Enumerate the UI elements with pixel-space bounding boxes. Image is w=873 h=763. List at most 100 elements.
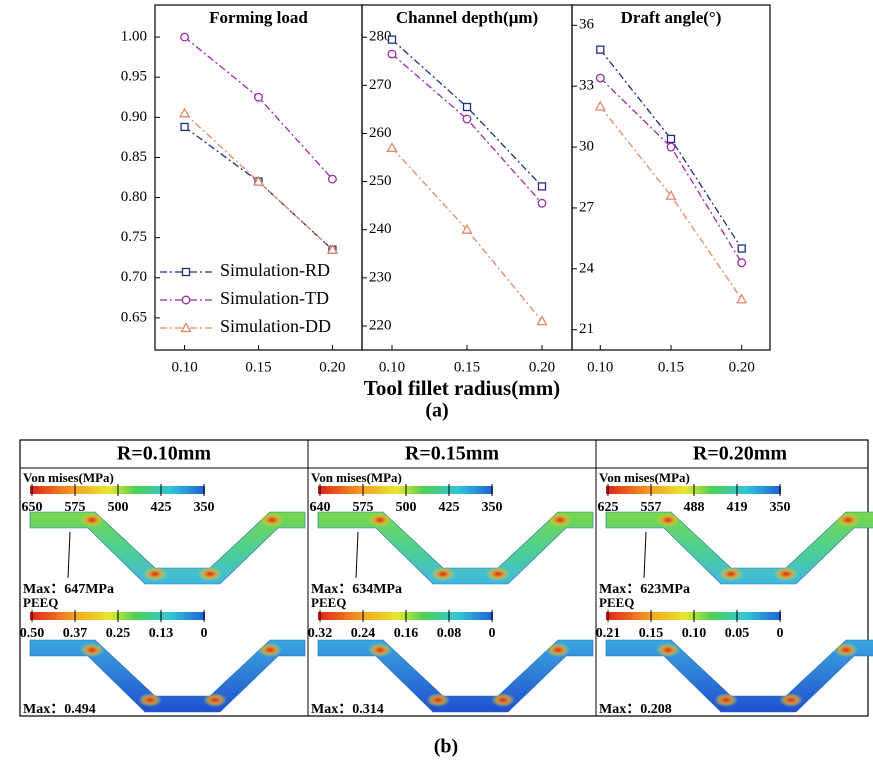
hot-spot: [368, 643, 392, 657]
colorbar-label: 350: [194, 500, 215, 515]
hot-spot: [656, 643, 680, 657]
colorbar-label: 0.25: [106, 626, 131, 641]
marker: [738, 259, 746, 267]
colorbar-label: 0.50: [20, 626, 45, 641]
hot-spot: [80, 643, 104, 657]
legend-label: Simulation-RD: [220, 260, 330, 280]
hot-spot: [198, 567, 222, 581]
marker: [329, 175, 337, 183]
colorbar-label: 350: [770, 500, 791, 515]
marker: [737, 295, 746, 303]
legend-label: Simulation-DD: [220, 316, 331, 336]
fea-shape: [606, 640, 873, 712]
max-label: Max：0.208: [599, 702, 672, 717]
marker: [463, 115, 471, 123]
y-tick-label: 0.80: [121, 189, 147, 205]
marker: [181, 123, 188, 130]
legend-marker: [183, 269, 190, 276]
colorbar-label: 0.08: [437, 626, 462, 641]
chart-title: Forming load: [209, 8, 308, 27]
colorbar-label: 425: [439, 500, 460, 515]
colorbar-label: 0.10: [682, 626, 707, 641]
colorbar-label: 500: [396, 500, 417, 515]
y-tick-label: 220: [369, 317, 392, 333]
legend-label: Simulation-TD: [220, 288, 329, 308]
legend-marker: [182, 324, 191, 332]
chart-title: Draft angle(°): [621, 8, 722, 27]
colorbar-label: 0: [201, 626, 208, 641]
field-label: Von mises(MPa): [599, 470, 690, 485]
colorbar-label: 0.05: [725, 626, 750, 641]
field-label: Von mises(MPa): [311, 470, 402, 485]
marker: [464, 104, 471, 111]
marker: [538, 199, 546, 207]
y-tick-label: 0.85: [121, 149, 147, 165]
hot-spot: [368, 513, 392, 527]
x-tick-label: 0.20: [529, 359, 555, 375]
hot-spot: [834, 643, 858, 657]
y-tick-label: 240: [369, 221, 392, 237]
leader: [644, 532, 646, 578]
series-line: [392, 148, 542, 321]
hot-spot: [546, 643, 570, 657]
hot-spot: [714, 693, 738, 707]
field-label: PEEQ: [311, 595, 346, 610]
marker: [388, 50, 396, 58]
panel-label: (b): [434, 736, 458, 758]
series-line: [392, 54, 542, 203]
colorbar-label: 488: [684, 500, 705, 515]
x-axis-label: Tool fillet radius(mm): [364, 376, 560, 400]
colorbar-label: 0.24: [351, 626, 376, 641]
x-tick-label: 0.10: [379, 359, 405, 375]
colorbar-label: 425: [151, 500, 172, 515]
hot-spot: [774, 567, 798, 581]
colorbar-label: 500: [108, 500, 129, 515]
marker: [668, 135, 675, 142]
colorbar-label: 0: [777, 626, 784, 641]
hot-spot: [779, 693, 803, 707]
chart-title: Channel depth(μm): [396, 8, 538, 27]
series-line: [600, 78, 741, 263]
y-tick-label: 36: [579, 17, 595, 33]
max-label: Max：0.494: [23, 702, 96, 717]
marker: [388, 143, 397, 151]
hot-spot: [431, 567, 455, 581]
hot-spot: [836, 513, 860, 527]
x-tick-label: 0.20: [729, 359, 755, 375]
colorbar-label: 419: [727, 500, 748, 515]
y-tick-label: 27: [579, 199, 595, 215]
y-tick-label: 21: [579, 321, 594, 337]
y-tick-label: 260: [369, 125, 392, 141]
marker: [389, 36, 396, 43]
series-line: [185, 127, 333, 250]
x-tick-label: 0.15: [658, 359, 684, 375]
marker: [180, 109, 189, 117]
leader: [356, 532, 358, 578]
y-tick-label: 30: [579, 138, 594, 154]
marker: [596, 102, 605, 110]
field-label: Von mises(MPa): [23, 470, 114, 485]
legend-marker: [182, 296, 190, 304]
leader: [68, 532, 70, 578]
panel-label: (a): [425, 400, 448, 422]
colorbar-label: 0.16: [394, 626, 419, 641]
marker: [255, 93, 263, 101]
hot-spot: [491, 693, 515, 707]
series-line: [392, 40, 542, 187]
hot-spot: [719, 567, 743, 581]
x-tick-label: 0.10: [171, 359, 197, 375]
colorbar-label: 0.37: [63, 626, 88, 641]
column-title: R=0.15mm: [405, 443, 500, 465]
marker: [538, 317, 547, 325]
y-tick-label: 0.90: [121, 109, 147, 125]
x-tick-label: 0.15: [454, 359, 480, 375]
x-tick-label: 0.20: [319, 359, 345, 375]
hot-spot: [143, 567, 167, 581]
marker: [539, 183, 546, 190]
x-tick-label: 0.15: [245, 359, 271, 375]
column-title: R=0.20mm: [693, 443, 788, 465]
hot-spot: [426, 693, 450, 707]
colorbar-label: 0: [489, 626, 496, 641]
hot-spot: [486, 567, 510, 581]
marker: [597, 46, 604, 53]
